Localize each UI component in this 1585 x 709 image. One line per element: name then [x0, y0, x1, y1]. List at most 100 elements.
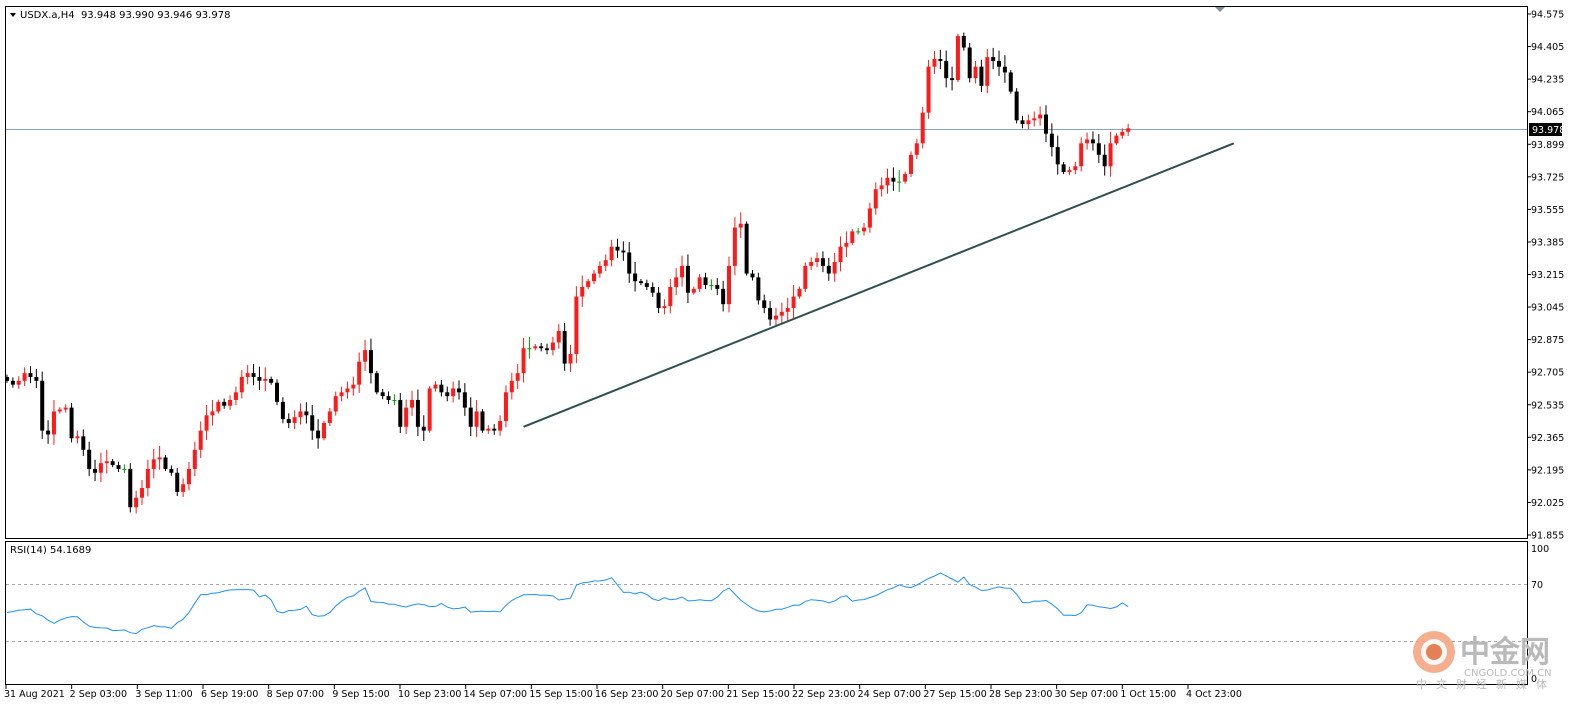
candle	[967, 42, 972, 83]
candle	[486, 425, 491, 434]
candle	[638, 278, 643, 286]
candle	[128, 463, 133, 513]
price-tick-label: 93.215	[1531, 270, 1564, 281]
candle	[773, 307, 778, 327]
candle	[415, 389, 420, 437]
candle	[410, 390, 415, 416]
candle	[363, 339, 368, 371]
price-tick-label: 94.065	[1531, 107, 1564, 118]
candle	[93, 459, 98, 482]
candle	[1049, 123, 1054, 157]
candle	[680, 255, 685, 287]
candle	[932, 50, 937, 74]
watermark-tagline: 中文财经新媒体	[1416, 677, 1556, 691]
candle	[251, 363, 256, 386]
candle	[950, 66, 955, 91]
candle	[98, 452, 103, 483]
candle	[1055, 135, 1060, 175]
candle	[973, 60, 978, 84]
price-tick-label: 92.535	[1531, 400, 1564, 411]
candle	[69, 403, 74, 443]
candle	[1038, 106, 1043, 126]
candle	[1020, 115, 1025, 129]
candle	[515, 363, 520, 390]
candle	[333, 391, 338, 416]
candle	[222, 398, 227, 409]
candle	[427, 386, 432, 433]
candle	[1090, 131, 1095, 151]
cngold-watermark: 中金网 CNGOLD.COM.CN 中文财经新媒体	[1413, 631, 1556, 691]
candle	[104, 449, 109, 474]
price-tick-label: 92.195	[1531, 465, 1564, 476]
candle	[456, 380, 461, 400]
candle	[286, 413, 291, 429]
candle	[57, 407, 62, 414]
candle	[633, 262, 638, 292]
candle	[374, 370, 379, 395]
candle	[1108, 131, 1113, 177]
candle	[527, 336, 532, 359]
candle	[245, 365, 250, 385]
time-tick-label: 6 Sep 19:00	[201, 689, 258, 700]
candle	[421, 415, 426, 441]
time-tick-label: 28 Sep 23:00	[989, 689, 1052, 700]
price-tick-label: 93.725	[1531, 172, 1564, 183]
candle	[738, 212, 743, 238]
candle	[5, 374, 9, 383]
time-tick-label: 8 Sep 07:00	[267, 689, 324, 700]
candles	[5, 32, 1131, 514]
candle	[433, 381, 438, 392]
candle	[856, 227, 861, 235]
candle	[116, 461, 121, 473]
rsi-line	[6, 572, 1129, 635]
candle	[451, 381, 456, 403]
candle	[474, 399, 479, 438]
symbol-dropdown-icon[interactable]	[10, 13, 16, 17]
candle	[1067, 166, 1072, 176]
candle	[134, 490, 139, 514]
candle	[316, 419, 321, 449]
candle	[204, 404, 209, 440]
time-tick-label: 31 Aug 2021	[4, 689, 65, 700]
price-tick-label: 93.899	[1531, 140, 1564, 151]
candle	[186, 462, 191, 491]
candle	[732, 217, 737, 276]
candle	[709, 279, 714, 291]
rsi-panel	[5, 541, 1528, 685]
candle	[521, 337, 526, 383]
time-tick-label: 4 Oct 23:00	[1186, 689, 1242, 700]
time-tick-label: 10 Sep 23:00	[398, 689, 461, 700]
price-tick-label: 92.025	[1531, 498, 1564, 509]
candle	[122, 464, 127, 474]
candle	[562, 322, 567, 371]
candle	[157, 445, 162, 470]
candle	[779, 302, 784, 324]
candle	[263, 367, 268, 392]
candle	[721, 280, 726, 312]
candle	[198, 421, 203, 459]
candle	[392, 394, 397, 406]
candle	[310, 404, 315, 440]
watermark-name: 中金网	[1460, 635, 1550, 670]
time-tick-label: 9 Sep 15:00	[332, 689, 389, 700]
candle	[703, 272, 708, 290]
candle	[908, 151, 913, 178]
candle	[697, 273, 702, 292]
candle	[938, 49, 943, 70]
candle	[662, 299, 667, 315]
candle	[239, 370, 244, 399]
trendline[interactable]	[523, 142, 1235, 428]
candle	[34, 368, 39, 389]
candle	[87, 441, 92, 477]
candle	[10, 377, 15, 388]
candle	[867, 202, 872, 233]
candle	[603, 254, 608, 272]
time-tick-label: 1 Oct 15:00	[1120, 689, 1176, 700]
chart-shift-marker-icon[interactable]	[1215, 7, 1225, 12]
candle	[480, 409, 485, 433]
candle	[345, 381, 350, 399]
candle	[891, 167, 896, 191]
candle	[175, 468, 180, 497]
candle	[357, 352, 362, 393]
